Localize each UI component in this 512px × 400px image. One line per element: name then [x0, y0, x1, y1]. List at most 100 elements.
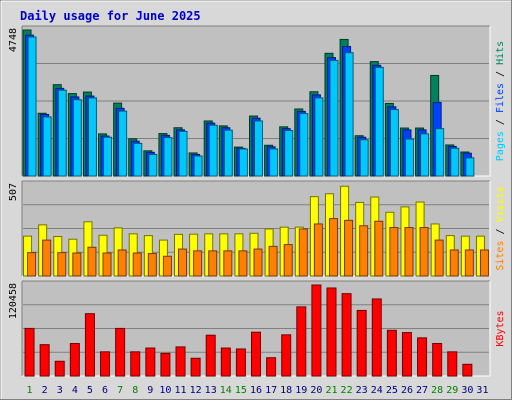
bar-pages-day-7: Pages 7: 2110 — [118, 110, 128, 177]
bar-kbytes-day-18: KBytes 18: 54500 — [281, 334, 292, 377]
legend-visits: Visits — [495, 186, 506, 222]
bar-pages-day-23: Pages 23: 1180 — [359, 139, 369, 177]
legend-separator: / — [495, 113, 506, 131]
bar-sites-day-1: Sites 1: 130 — [27, 252, 37, 277]
bar-sites-day-4: Sites 4: 128 — [72, 252, 82, 277]
bar-pages-day-16: Pages 16: 1790 — [254, 120, 263, 177]
bar-sites-day-23: Sites 23: 280 — [359, 225, 369, 277]
bar-pages-day-25: Pages 25: 2160 — [389, 109, 399, 177]
bar-kbytes-day-3: KBytes 3: 19500 — [54, 360, 65, 377]
x-tick-label-day-28: 28 — [431, 385, 443, 396]
bar-sites-day-5: Sites 5: 160 — [87, 246, 97, 277]
bar-pages-day-29: Pages 29: 900 — [450, 147, 460, 177]
legend-separator: / — [495, 222, 506, 240]
bar-pages-day-24: Pages 24: 3530 — [374, 66, 384, 177]
x-tick-label-day-16: 16 — [250, 385, 262, 396]
bar-kbytes-day-2: KBytes 2: 41500 — [39, 344, 50, 377]
bar-kbytes-day-5: KBytes 5: 82500 — [84, 313, 95, 377]
x-tick-label-day-13: 13 — [205, 385, 217, 396]
bar-kbytes-day-21: KBytes 21: 116500 — [326, 287, 337, 377]
bar-pages-day-12: Pages 12: 650 — [193, 155, 203, 177]
bar-kbytes-day-11: KBytes 11: 38500 — [175, 346, 186, 377]
bar-pages-day-3: Pages 3: 2790 — [57, 89, 67, 177]
bar-sites-day-14: Sites 14: 140 — [223, 250, 233, 277]
bar-kbytes-day-7: KBytes 7: 63000 — [115, 327, 126, 377]
y-max-label: 120458 — [8, 283, 19, 319]
bar-sites-day-3: Sites 3: 130 — [57, 252, 67, 277]
bar-pages-day-5: Pages 5: 2540 — [87, 97, 97, 177]
bar-sites-day-17: Sites 17: 165 — [268, 245, 278, 277]
bar-kbytes-day-16: KBytes 16: 58000 — [251, 331, 261, 377]
bar-sites-day-29: Sites 29: 145 — [449, 249, 459, 277]
series-kbytes: KBytes 1: 63000 KBytes 2: 41500 KBytes 3: … — [24, 284, 473, 377]
series-legend: KBytes — [495, 310, 506, 346]
bar-sites-day-24: Sites 24: 305 — [374, 220, 384, 277]
x-axis-labels: 1 2 3 4 5 6 7 8 9 10 11 12 13 14 15 16 17 18 19 20 21 22 23 24 2… — [27, 385, 489, 396]
bar-sites-day-16: Sites 16: 150 — [253, 248, 263, 277]
bar-sites-day-15: Sites 15: 140 — [238, 250, 248, 277]
bar-sites-day-2: Sites 2: 200 — [42, 239, 52, 277]
series-sites: Sites 1: 130 Sites 2: 200 Sites 3: 130 Site… — [27, 218, 489, 277]
panel-kbytes: 120458 KBytes KBytes 1: 63000 KBytes 2: 415… — [8, 280, 506, 377]
chart-title: Daily usage for June 2025 — [20, 9, 201, 23]
bar-sites-day-27: Sites 27: 270 — [419, 227, 429, 277]
x-tick-label-day-20: 20 — [310, 385, 322, 396]
y-max-label: 4748 — [8, 28, 19, 52]
bar-pages-day-8: Pages 8: 1060 — [133, 142, 143, 177]
bar-kbytes-day-9: KBytes 9: 37000 — [145, 347, 156, 377]
x-tick-label-day-14: 14 — [220, 385, 232, 396]
bar-sites-day-18: Sites 18: 175 — [283, 244, 293, 277]
x-tick-label-day-25: 25 — [386, 385, 398, 396]
bar-pages-day-21: Pages 21: 3760 — [329, 59, 339, 177]
x-tick-label-day-31: 31 — [476, 385, 488, 396]
legend-hits: Hits — [495, 41, 506, 65]
x-tick-label-day-26: 26 — [401, 385, 413, 396]
x-tick-label-day-6: 6 — [102, 385, 108, 396]
bar-kbytes-day-28: KBytes 28: 43000 — [432, 343, 443, 377]
bar-sites-day-25: Sites 25: 270 — [389, 227, 399, 277]
bar-kbytes-day-17: KBytes 17: 24200 — [266, 357, 277, 377]
bar-pages-day-10: Pages 10: 1250 — [163, 137, 173, 177]
legend-files: Files — [495, 83, 506, 113]
bar-pages-day-13: Pages 13: 1650 — [208, 124, 218, 177]
bar-kbytes-day-12: KBytes 12: 23500 — [190, 357, 201, 377]
x-tick-label-day-8: 8 — [132, 385, 138, 396]
x-tick-label-day-24: 24 — [371, 385, 383, 396]
bar-sites-day-9: Sites 9: 125 — [147, 253, 157, 277]
x-tick-label-day-12: 12 — [190, 385, 202, 396]
bar-sites-day-6: Sites 6: 128 — [102, 252, 112, 277]
x-tick-label-day-4: 4 — [72, 385, 78, 396]
x-tick-label-day-19: 19 — [295, 385, 307, 396]
bar-kbytes-day-10: KBytes 10: 30000 — [160, 352, 171, 377]
bar-pages-day-17: Pages 17: 880 — [269, 148, 279, 177]
bar-pages-day-26: Pages 26: 1200 — [404, 138, 414, 177]
x-tick-label-day-9: 9 — [147, 385, 153, 396]
bar-pages-day-4: Pages 4: 2480 — [72, 99, 82, 177]
bar-kbytes-day-14: KBytes 14: 37000 — [220, 347, 231, 377]
bar-sites-day-21: Sites 21: 320 — [328, 218, 338, 277]
bar-pages-day-27: Pages 27: 1370 — [420, 133, 430, 177]
x-tick-label-day-7: 7 — [117, 385, 123, 396]
bar-sites-day-20: Sites 20: 290 — [313, 223, 323, 277]
x-tick-label-day-27: 27 — [416, 385, 428, 396]
bar-kbytes-day-29: KBytes 29: 32000 — [447, 351, 458, 377]
x-tick-label-day-11: 11 — [174, 385, 186, 396]
bar-sites-day-22: Sites 22: 310 — [344, 219, 354, 277]
bar-kbytes-day-19: KBytes 19: 91500 — [296, 306, 307, 377]
bar-sites-day-19: Sites 19: 262 — [298, 228, 308, 277]
bar-kbytes-day-1: KBytes 1: 63000 — [24, 327, 35, 377]
x-tick-label-day-2: 2 — [42, 385, 48, 396]
bar-kbytes-day-8: KBytes 8: 32000 — [130, 351, 141, 377]
bar-kbytes-day-25: KBytes 25: 60500 — [386, 329, 397, 377]
x-tick-label-day-10: 10 — [159, 385, 171, 396]
legend-pages: Pages — [495, 131, 506, 161]
legend-kbytes: KBytes — [495, 310, 506, 346]
x-tick-label-day-18: 18 — [280, 385, 292, 396]
x-tick-label-day-23: 23 — [356, 385, 368, 396]
bar-pages-day-19: Pages 19: 2030 — [299, 113, 309, 177]
bar-sites-day-12: Sites 12: 140 — [193, 250, 203, 277]
bar-pages-day-20: Pages 20: 2540 — [314, 97, 324, 177]
